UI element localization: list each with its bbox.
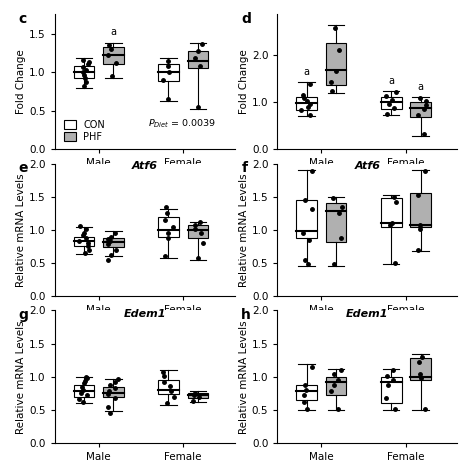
Bar: [188, 225, 208, 238]
Text: g: g: [18, 308, 28, 322]
Text: a: a: [418, 82, 424, 92]
Y-axis label: Relative mRNA Levels: Relative mRNA Levels: [239, 320, 249, 434]
Bar: [296, 200, 317, 238]
Bar: [326, 377, 346, 395]
Bar: [188, 393, 208, 398]
Bar: [381, 198, 401, 227]
Bar: [381, 377, 401, 403]
Bar: [296, 97, 317, 110]
Bar: [296, 385, 317, 400]
Bar: [73, 385, 94, 397]
Y-axis label: Fold Change: Fold Change: [239, 49, 249, 114]
Text: c: c: [18, 11, 27, 26]
Y-axis label: Relative mRNA Levels: Relative mRNA Levels: [16, 320, 26, 434]
Bar: [73, 237, 94, 246]
Text: Atf6: Atf6: [132, 161, 157, 171]
Text: h: h: [241, 308, 251, 322]
Text: Edem1: Edem1: [123, 309, 166, 319]
Text: a: a: [388, 76, 394, 86]
Y-axis label: Fold Change: Fold Change: [16, 49, 26, 114]
Text: a: a: [110, 27, 116, 37]
Bar: [326, 203, 346, 242]
Bar: [410, 102, 431, 117]
Text: a: a: [304, 67, 310, 77]
Y-axis label: Relative mRNA Levels: Relative mRNA Levels: [239, 173, 249, 287]
Bar: [103, 47, 124, 64]
Text: e: e: [18, 161, 28, 175]
Bar: [103, 238, 124, 247]
Bar: [103, 387, 124, 397]
Bar: [188, 51, 208, 68]
Bar: [158, 217, 179, 237]
Bar: [410, 193, 431, 227]
Bar: [158, 64, 179, 82]
Y-axis label: Relative mRNA Levels: Relative mRNA Levels: [16, 173, 26, 287]
Bar: [158, 380, 179, 394]
Bar: [381, 97, 401, 109]
Legend: CON, PHF: CON, PHF: [63, 118, 106, 143]
Bar: [326, 43, 346, 85]
Text: f: f: [241, 161, 247, 175]
Bar: [73, 66, 94, 78]
Text: Atf6: Atf6: [355, 161, 380, 171]
Text: $P_{Diet}$ = 0.0039: $P_{Diet}$ = 0.0039: [148, 118, 217, 130]
Text: Edem1: Edem1: [346, 309, 389, 319]
Text: d: d: [241, 11, 251, 26]
Bar: [410, 358, 431, 380]
